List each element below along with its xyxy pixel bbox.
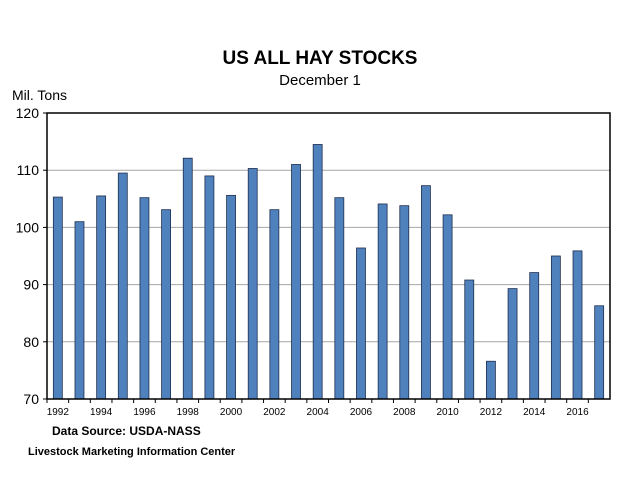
x-tick-label: 1996: [133, 407, 156, 418]
y-tick-label: 110: [17, 162, 40, 178]
bar-2012: [486, 360, 496, 400]
bar-2016: [572, 250, 583, 400]
x-tick-label: 2016: [566, 407, 589, 418]
bar-2004: [312, 144, 323, 400]
y-tick-label: 70: [23, 391, 39, 407]
y-tick-label: 80: [23, 334, 39, 350]
bar-1997: [161, 209, 171, 400]
bar-2017: [594, 305, 605, 400]
x-tick-label: 1998: [177, 407, 200, 418]
x-tick-label: 2010: [436, 407, 459, 418]
bar-1993: [74, 221, 85, 400]
bar-2008: [399, 205, 410, 400]
x-tick-label: 2004: [307, 407, 330, 418]
bar-2014: [529, 272, 540, 400]
chart-title: US ALL HAY STOCKS: [222, 48, 418, 69]
bar-2009: [421, 185, 431, 400]
bar-2005: [334, 197, 345, 400]
bar-2007: [377, 203, 388, 400]
bar-1995: [117, 172, 128, 400]
y-tick-label: 100: [16, 219, 40, 235]
x-tick-label: 2000: [220, 407, 243, 418]
bar-1994: [96, 195, 107, 400]
x-tick-label: 1992: [47, 407, 70, 418]
bar-2001: [247, 168, 258, 400]
x-tick-label: 2014: [523, 407, 546, 418]
bar-1992: [52, 196, 63, 400]
x-tick-label: 2008: [393, 407, 416, 418]
data-source: Data Source: USDA-NASS: [52, 424, 201, 438]
bar-2015: [550, 255, 561, 400]
bar-1998: [182, 157, 193, 400]
x-tick-label: 2006: [350, 407, 373, 418]
chart-subtitle: December 1: [279, 72, 361, 89]
bar-2002: [269, 209, 280, 400]
y-axis-label: Mil. Tons: [12, 87, 67, 103]
organization-credit: Livestock Marketing Information Center: [28, 446, 236, 458]
y-tick-label: 120: [16, 105, 40, 121]
bar-2006: [356, 247, 366, 400]
bar-1996: [139, 197, 150, 400]
x-tick-label: 1994: [90, 407, 113, 418]
bar-2010: [442, 214, 453, 400]
bar-2013: [507, 288, 518, 400]
bar-2003: [291, 164, 301, 400]
y-tick-label: 90: [23, 277, 39, 293]
bar-2000: [226, 194, 236, 400]
x-tick-label: 2012: [480, 407, 503, 418]
x-tick-label: 2002: [263, 407, 286, 418]
plot-frame: [46, 112, 611, 400]
bar-2011: [464, 279, 475, 400]
bar-1999: [204, 175, 215, 400]
